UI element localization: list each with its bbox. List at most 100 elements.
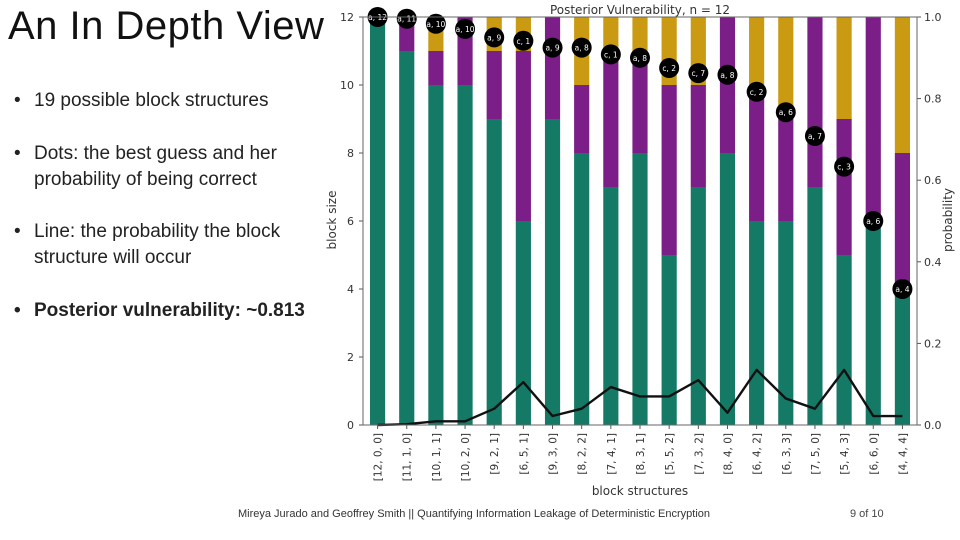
guess-dot <box>659 58 680 78</box>
y-tick-label: 10 <box>340 79 354 92</box>
x-tick-label: [6, 5, 1] <box>518 433 530 475</box>
y2-tick-label: 0.0 <box>924 419 942 432</box>
bar-segment <box>632 51 648 153</box>
bullet-dots: Dots: the best guess and her probability… <box>10 141 320 193</box>
guess-dot-label: c, 1 <box>517 37 531 46</box>
bar-segment <box>719 153 736 425</box>
bar-segment <box>603 51 619 187</box>
bullet-block-structures: 19 possible block structures <box>10 88 320 114</box>
bar-segment <box>807 17 823 187</box>
x-tick-label: [8, 2, 2] <box>577 433 589 475</box>
y2-tick-label: 1.0 <box>924 11 942 24</box>
x-tick-label: [5, 5, 2] <box>664 433 676 475</box>
guess-dot <box>542 37 563 58</box>
guess-dot-label: c, 2 <box>662 64 676 73</box>
bar-segment <box>428 51 444 85</box>
bar-segment <box>486 51 502 119</box>
guess-dot-label: c, 7 <box>691 69 705 78</box>
y-tick-label: 6 <box>347 215 354 228</box>
bar-segment <box>894 289 910 425</box>
x-tick-label: [4, 4, 4] <box>897 433 909 475</box>
bar-segment <box>632 153 648 425</box>
bar-segment <box>690 85 706 187</box>
guess-dot <box>455 18 476 39</box>
x-tick-label: [9, 2, 1] <box>489 433 501 475</box>
guess-dot <box>775 102 796 123</box>
x-tick-label: [6, 4, 2] <box>752 433 764 475</box>
guess-dot <box>688 63 709 84</box>
bar-segment <box>574 85 590 153</box>
bar-segment <box>574 153 590 425</box>
guess-dot-label: c, 3 <box>837 163 851 172</box>
bar-segment <box>778 119 794 221</box>
x-axis-label: block structures <box>592 484 688 498</box>
guess-dot <box>804 126 825 146</box>
bar-segment <box>749 221 765 425</box>
y-tick-label: 12 <box>340 11 354 24</box>
bar-segment <box>836 17 852 119</box>
y2-tick-label: 0.8 <box>924 93 942 106</box>
bar-segment <box>603 187 619 425</box>
bar-segment <box>836 255 852 425</box>
guess-dot-label: a, 9 <box>487 33 501 42</box>
y-tick-label: 2 <box>347 351 354 364</box>
x-tick-label: [8, 3, 1] <box>635 433 647 475</box>
guess-dot-label: a, 11 <box>397 15 416 24</box>
bar-segment <box>719 17 736 153</box>
guess-dot-label: a, 6 <box>866 217 880 226</box>
bar-segment <box>690 187 706 425</box>
bar-segment <box>370 17 386 425</box>
guess-dot <box>630 47 650 68</box>
x-tick-label: [12, 0, 0] <box>373 433 385 481</box>
bar-segment <box>661 255 677 425</box>
guess-dot-label: a, 8 <box>575 44 589 53</box>
guess-dot-label: a, 8 <box>633 54 647 63</box>
y2-tick-label: 0.2 <box>924 337 942 350</box>
guess-dot <box>746 81 767 102</box>
bar-segment <box>807 187 823 425</box>
slide-title: An In Depth View <box>8 4 325 48</box>
x-tick-label: [7, 5, 0] <box>810 433 822 475</box>
x-tick-label: [7, 4, 1] <box>606 433 618 475</box>
bar-segment <box>749 85 765 221</box>
bar-segment <box>486 119 502 425</box>
bar-segment <box>865 17 881 221</box>
guess-dot-label: a, 7 <box>808 132 822 141</box>
x-tick-label: [6, 6, 0] <box>868 433 880 475</box>
bar-segment <box>457 85 473 425</box>
y2-tick-label: 0.6 <box>924 174 942 187</box>
y-tick-label: 8 <box>347 147 354 160</box>
guess-dot <box>834 156 855 177</box>
x-tick-label: [6, 3, 3] <box>781 433 793 475</box>
bar-segment <box>661 85 677 255</box>
probability-line <box>377 368 903 427</box>
bar-segment <box>865 221 881 425</box>
bar-segment <box>632 17 648 51</box>
guess-dot <box>892 279 913 299</box>
y-axis-label: block size <box>325 191 339 250</box>
guess-dot <box>484 27 505 48</box>
guess-dot-label: a, 10 <box>426 20 445 29</box>
guess-dot <box>600 44 621 65</box>
bar-segment <box>894 17 910 153</box>
guess-dot-label: a, 10 <box>456 25 475 34</box>
guess-dot-label: a, 8 <box>720 71 734 80</box>
x-tick-label: [5, 4, 3] <box>839 433 851 475</box>
guess-dot <box>717 64 738 85</box>
chart-title: Posterior Vulnerability, n = 12 <box>550 3 730 17</box>
page-number: 9 of 10 <box>850 508 884 520</box>
bar-segment <box>894 153 910 289</box>
bar-segment <box>778 221 794 425</box>
y-tick-label: 4 <box>347 283 354 296</box>
guess-dot-label: c, 1 <box>604 50 618 59</box>
bar-segment <box>603 17 619 51</box>
bar-segment <box>428 85 444 425</box>
bullet-list: 19 possible block structures Dots: the b… <box>10 88 320 324</box>
x-tick-label: [10, 2, 0] <box>460 433 472 481</box>
x-tick-label: [9, 3, 0] <box>548 433 560 475</box>
y2-tick-label: 0.4 <box>924 256 942 269</box>
guess-dot-label: a, 9 <box>545 44 559 53</box>
guess-dot <box>396 8 417 29</box>
plot-area: a, 12 a, 11a, 10a, 10a, 9 c, 1a, 9 a, 8c, 1… <box>367 7 913 427</box>
plot-frame <box>362 16 918 426</box>
